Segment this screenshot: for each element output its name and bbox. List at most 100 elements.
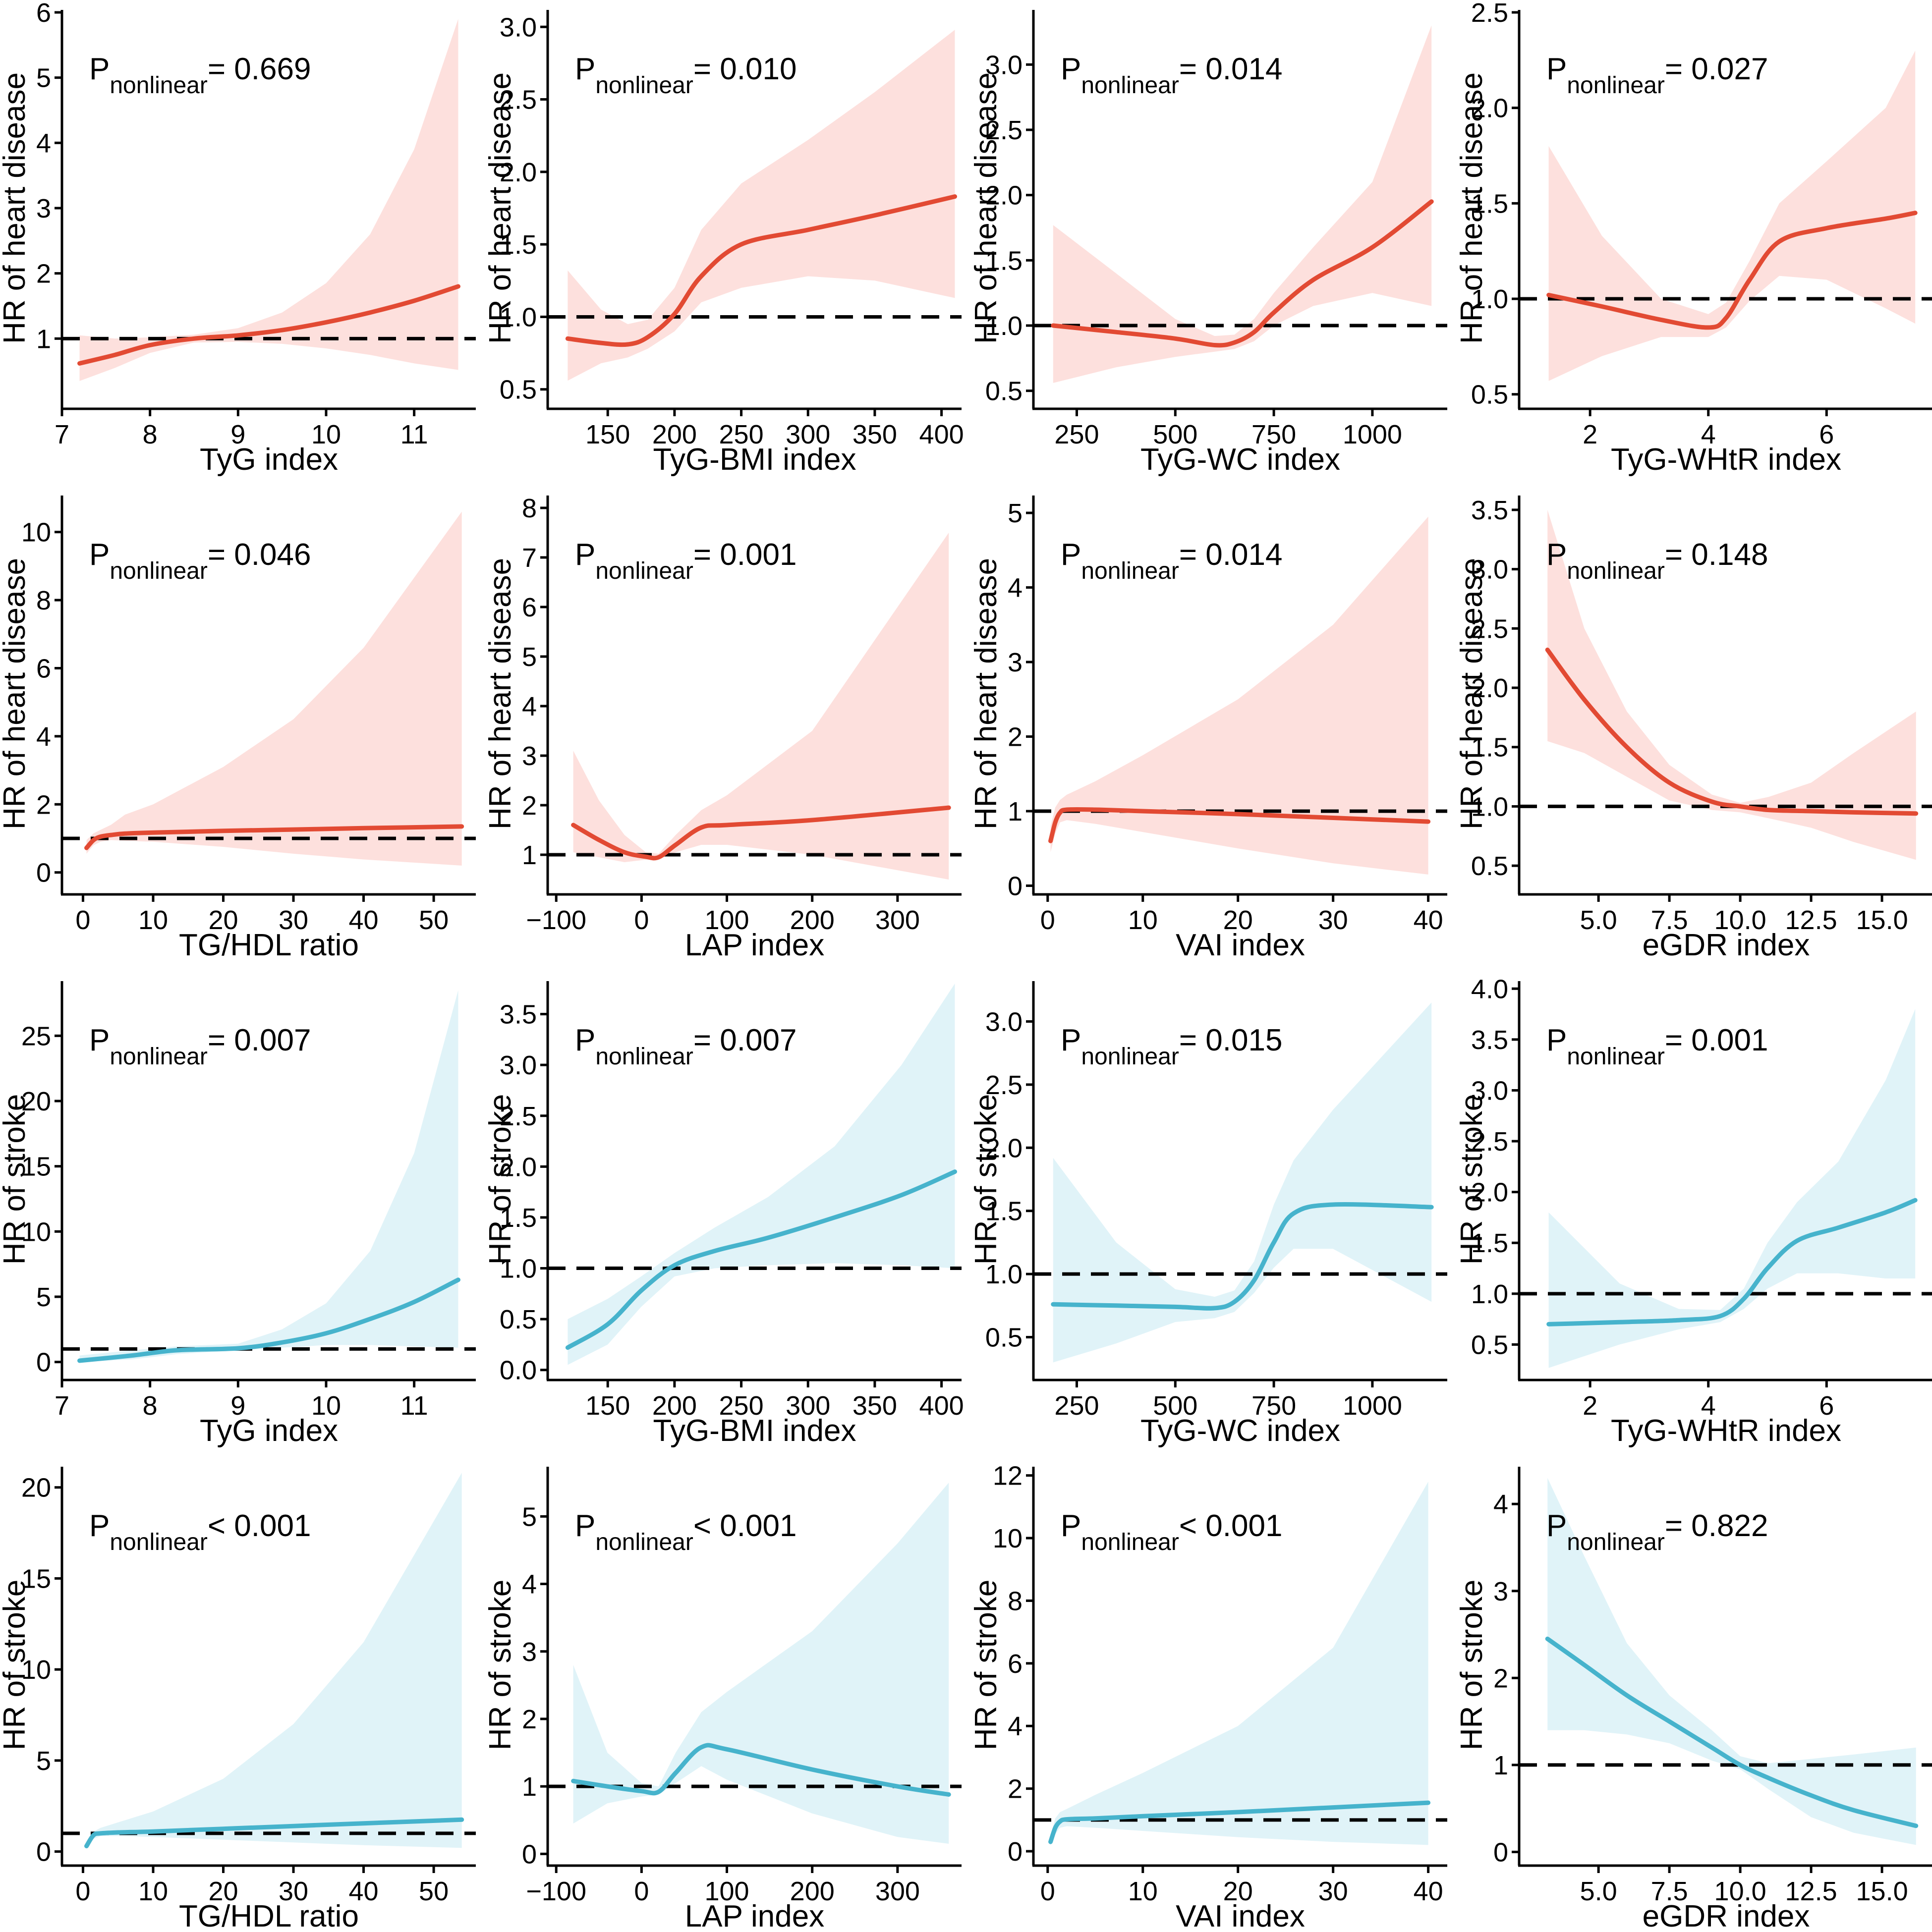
p-subscript: nonlinear: [1081, 1044, 1179, 1070]
panel-16: 0 1 2 3 4 5.0 7.5 10.0 12.5 15.0 eGDR index HR of s…: [1455, 1467, 1932, 1932]
x-tick-label: 9: [230, 1391, 245, 1421]
x-tick-label: 400: [919, 1391, 964, 1421]
x-tick-label: 7.5: [1651, 1877, 1688, 1906]
y-tick-label: 1.5: [985, 246, 1023, 276]
y-axis-label: HR of heart disease: [1455, 72, 1489, 344]
y-tick-label: 0: [36, 858, 51, 888]
x-tick-label: 300: [786, 420, 830, 449]
x-tick-label: 350: [852, 1391, 897, 1421]
y-tick-label: 8: [36, 586, 51, 615]
x-axis-label: VAI index: [1176, 1899, 1305, 1932]
y-axis-label: HR of heart disease: [1455, 558, 1489, 829]
y-tick-label: 3.0: [1471, 555, 1508, 585]
x-tick-label: 200: [652, 1391, 697, 1421]
y-tick-label: 1.5: [1471, 189, 1508, 219]
p-nonlinear-annotation: Pnonlinear= 0.010: [575, 52, 796, 99]
x-tick-label: 10: [311, 420, 341, 449]
x-tick-label: 5.0: [1580, 905, 1617, 935]
x-axis-label: TyG-WHtR index: [1611, 1414, 1841, 1448]
y-tick-label: 3: [1008, 648, 1023, 677]
y-tick-label: 3.5: [500, 1000, 537, 1030]
y-tick-label: 2.5: [1471, 0, 1508, 28]
panel-10: 0.0 0.5 1.0 1.5 2.0 2.5 3.0 3.5 150 200 250 300 350 4…: [483, 981, 964, 1448]
y-tick-label: 1.0: [1471, 1279, 1508, 1309]
x-tick-label: 30: [279, 905, 308, 935]
p-value: = 0.007: [693, 1023, 797, 1057]
panel-5: 0 2 4 6 8 10 0 10 20 30 40 50 TG/HDL ratio HR of hear…: [0, 496, 476, 962]
x-tick-label: 40: [349, 1877, 379, 1906]
p-symbol: P: [575, 1509, 595, 1543]
p-nonlinear-annotation: Pnonlinear= 0.007: [575, 1023, 796, 1070]
p-symbol: P: [89, 52, 110, 86]
x-tick-label: 250: [719, 420, 764, 449]
x-tick-label: 40: [349, 905, 379, 935]
y-tick-label: 6: [1008, 1649, 1023, 1679]
confidence-band: [568, 30, 955, 381]
p-nonlinear-annotation: Pnonlinear= 0.027: [1546, 52, 1768, 99]
p-value: = 0.014: [1179, 538, 1283, 572]
p-nonlinear-annotation: Pnonlinear= 0.007: [89, 1023, 311, 1070]
x-axis-label: TyG-WHtR index: [1611, 442, 1841, 477]
panel-6: 1 2 3 4 5 6 7 8 −100 0 100 200 300 LAP index HR of hea…: [483, 494, 962, 962]
y-tick-label: 1.0: [500, 302, 537, 332]
y-tick-label: 5: [1008, 498, 1023, 528]
x-axis-label: TyG index: [200, 1414, 338, 1448]
y-tick-label: 0.0: [500, 1356, 537, 1385]
x-tick-label: 12.5: [1785, 1877, 1837, 1906]
p-symbol: P: [1061, 1023, 1081, 1057]
y-axis-label: HR of stroke: [483, 1580, 517, 1751]
p-value: < 0.001: [693, 1509, 797, 1543]
p-symbol: P: [1061, 52, 1081, 86]
y-tick-label: 1: [1008, 797, 1023, 827]
x-tick-label: 100: [704, 1877, 749, 1906]
p-nonlinear-annotation: Pnonlinear= 0.001: [1546, 1023, 1768, 1070]
y-tick-label: 4: [36, 128, 51, 158]
y-tick-label: 3: [522, 1637, 537, 1667]
x-tick-label: 250: [1054, 420, 1099, 449]
panel-2: 0.5 1.0 1.5 2.0 2.5 3.0 150 200 250 300 350 400 TyG-…: [483, 10, 964, 477]
x-tick-label: 12.5: [1785, 905, 1837, 935]
p-value: = 0.007: [208, 1023, 311, 1057]
y-axis-label: HR of heart disease: [0, 72, 32, 344]
x-tick-label: 6: [1819, 420, 1834, 449]
x-tick-label: −100: [526, 905, 586, 935]
y-tick-label: 10: [21, 1217, 51, 1247]
confidence-band: [1053, 25, 1432, 383]
p-value: = 0.010: [693, 52, 797, 86]
x-tick-label: 4: [1701, 1391, 1716, 1421]
y-tick-label: 2.0: [1471, 673, 1508, 703]
y-tick-label: 25: [21, 1021, 51, 1051]
panel-1: 1 2 3 4 5 6 7 8 9 10 11 TyG index HR of heart diseas…: [0, 0, 476, 477]
p-value: < 0.001: [1179, 1509, 1283, 1543]
confidence-band: [1548, 1009, 1916, 1368]
y-axis-label: HR of heart disease: [483, 72, 517, 344]
hr-curve: [1051, 199, 1434, 348]
x-axis-label: TG/HDL ratio: [179, 928, 359, 962]
p-nonlinear-annotation: Pnonlinear= 0.148: [1546, 538, 1768, 584]
x-tick-label: 8: [143, 1391, 158, 1421]
x-tick-label: 150: [585, 1391, 630, 1421]
y-tick-label: 1: [522, 1772, 537, 1802]
y-tick-label: 2.5: [985, 115, 1023, 145]
x-axis-label: TyG-WC index: [1140, 1414, 1340, 1448]
p-value: = 0.014: [1179, 52, 1283, 86]
p-nonlinear-annotation: Pnonlinear= 0.014: [1061, 538, 1282, 584]
p-nonlinear-annotation: Pnonlinear= 0.046: [89, 538, 311, 584]
p-symbol: P: [575, 538, 595, 572]
confidence-band: [1053, 1002, 1432, 1363]
x-axis-label: LAP index: [685, 1899, 825, 1932]
confidence-band: [1050, 516, 1428, 875]
y-tick-label: 0: [36, 1837, 51, 1867]
y-tick-label: 1.5: [1471, 1228, 1508, 1258]
x-tick-label: 10.0: [1714, 1877, 1766, 1906]
x-tick-label: 10: [311, 1391, 341, 1421]
p-value: = 0.669: [208, 52, 311, 86]
y-tick-label: 0: [1008, 1837, 1023, 1867]
y-tick-label: 0: [1493, 1837, 1508, 1867]
hr-curve: [84, 824, 464, 850]
y-tick-label: 20: [21, 1473, 51, 1503]
x-tick-label: 300: [786, 1391, 830, 1421]
p-nonlinear-annotation: Pnonlinear= 0.014: [1061, 52, 1282, 99]
x-tick-label: 100: [704, 905, 749, 935]
